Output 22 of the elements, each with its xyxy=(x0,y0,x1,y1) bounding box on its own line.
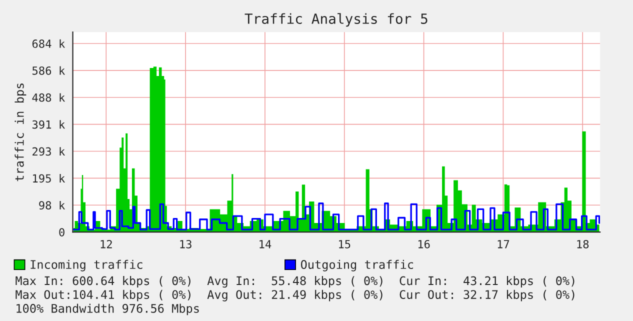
x-tick-label: 17 xyxy=(498,240,510,248)
y-tick-label: 98 k xyxy=(39,200,65,210)
legend-label: Outgoing traffic xyxy=(300,260,414,272)
legend-label: Incoming traffic xyxy=(30,260,142,272)
text: 100% Bandwidth 976.56 Mbps xyxy=(16,304,199,316)
y-tick-label: 0 xyxy=(59,228,64,236)
x-tick-label: 12 xyxy=(100,240,112,248)
y-tick-label: 586 k xyxy=(32,66,65,75)
y-tick-label: 293 k xyxy=(32,147,65,156)
x-tick-label: 15 xyxy=(339,240,350,248)
y-tick-label: 684 k xyxy=(32,39,65,48)
y-axis-title: traffic in bps xyxy=(14,84,26,182)
y-tick-label: 391 k xyxy=(32,120,65,129)
x-tick-label: 16 xyxy=(418,240,430,248)
text: Max Out:104.41 kbps ( 0%) Avg Out: 21.49 kbps ( 0%) Cur Out: 32.17 kbps ( 0%) xyxy=(16,290,574,302)
chart-title: Traffic Analysis for 5 xyxy=(244,13,428,27)
x-tick-label: 13 xyxy=(180,240,192,248)
text: Max In: 600.64 kbps ( 0%) Avg In: 55.48 kbps ( 0%) Cur In: 43.21 kbps ( 0%) xyxy=(16,276,574,288)
x-tick-label: 14 xyxy=(260,240,272,248)
y-tick-label: 488 k xyxy=(32,93,65,102)
x-tick-label: 18 xyxy=(577,240,589,248)
y-tick-label: 195 k xyxy=(33,174,65,183)
